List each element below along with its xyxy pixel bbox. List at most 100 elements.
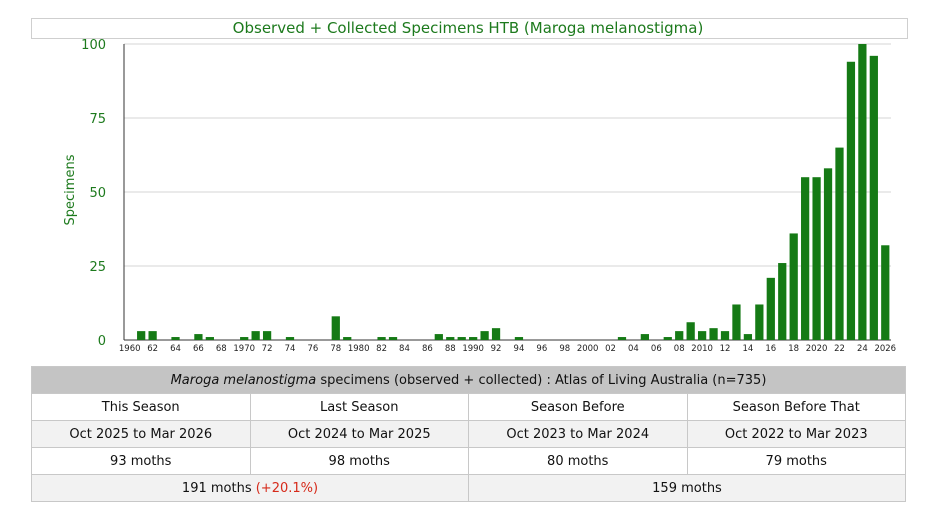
bar [732, 304, 741, 340]
season-label: Season Before That [686, 393, 906, 421]
x-tick-label: 74 [285, 344, 296, 354]
x-tick-label: 94 [514, 344, 525, 354]
bar [720, 331, 730, 340]
x-tick-label: 66 [193, 344, 204, 354]
x-tick-label: 04 [628, 344, 639, 354]
x-tick-label: 62 [147, 344, 158, 354]
bar [709, 328, 718, 340]
bar [755, 304, 764, 340]
x-tick-label: 84 [399, 344, 410, 354]
x-tick-label: 98 [559, 344, 570, 354]
bar [846, 61, 856, 340]
y-tick-label: 0 [98, 334, 106, 349]
x-tick-label: 82 [376, 344, 387, 354]
season-count: 80 moths [468, 447, 688, 475]
bar [285, 337, 295, 340]
bar [686, 322, 695, 340]
season-range: Oct 2023 to Mar 2024 [468, 420, 688, 448]
x-tick-label: 16 [765, 344, 776, 354]
x-tick-label: 06 [651, 344, 662, 354]
x-tick-label: 2026 [874, 344, 896, 354]
bar [194, 334, 203, 340]
x-tick-label: 64 [170, 344, 181, 354]
bar [388, 337, 398, 340]
prior-total: 159 moths [468, 474, 906, 502]
x-tick-label: 12 [720, 344, 731, 354]
bar [171, 337, 180, 340]
bar [377, 337, 386, 340]
y-tick-label: 100 [81, 38, 106, 53]
x-tick-label: 18 [788, 344, 799, 354]
season-label-row: This Season Last Season Season Before Se… [31, 393, 906, 421]
summary-header-text: specimens (observed + collected) : Atlas… [316, 372, 767, 388]
season-summary-table: Maroga melanostigma specimens (observed … [31, 366, 906, 502]
x-tick-label: 92 [491, 344, 502, 354]
bar [640, 334, 649, 340]
season-count: 98 moths [249, 447, 469, 475]
bar [480, 331, 489, 340]
bar [663, 337, 672, 340]
bar [778, 263, 787, 340]
season-count: 93 moths [31, 447, 251, 475]
x-tick-label: 1980 [348, 344, 370, 354]
x-tick-label: 1960 [119, 344, 141, 354]
season-count-row: 93 moths 98 moths 80 moths 79 moths [31, 447, 906, 475]
recent-total-count: 191 moths [181, 480, 252, 496]
bar [491, 328, 501, 340]
x-tick-label: 2000 [577, 344, 599, 354]
x-tick-label: 96 [536, 344, 547, 354]
bar [148, 331, 157, 340]
chart-title: Observed + Collected Specimens HTB (Maro… [232, 19, 704, 37]
bar [343, 337, 352, 340]
y-tick-label: 50 [89, 186, 106, 201]
bar [434, 334, 443, 340]
bar [812, 177, 821, 340]
season-count: 79 moths [686, 447, 906, 475]
bar [743, 334, 753, 340]
x-tick-label: 1970 [233, 344, 255, 354]
bar [469, 337, 478, 340]
bar [789, 233, 798, 340]
x-tick-label: 72 [262, 344, 273, 354]
season-label: Last Season [249, 393, 469, 421]
bar [675, 331, 684, 340]
season-range: Oct 2024 to Mar 2025 [249, 420, 469, 448]
x-tick-label: 88 [445, 344, 456, 354]
x-tick-label: 02 [605, 344, 616, 354]
x-tick-label: 86 [422, 344, 433, 354]
bar [697, 331, 707, 340]
bar [869, 55, 878, 341]
bar [331, 316, 340, 340]
x-tick-label: 22 [834, 344, 845, 354]
summary-header-row: Maroga melanostigma specimens (observed … [31, 366, 906, 394]
season-range: Oct 2022 to Mar 2023 [686, 420, 906, 448]
bar [766, 277, 775, 340]
summary-species-name: Maroga melanostigma [170, 372, 317, 388]
bar [446, 337, 455, 340]
x-tick-label: 78 [330, 344, 341, 354]
x-tick-label: 68 [216, 344, 227, 354]
bar [801, 177, 810, 340]
recent-total: 191 moths (+20.1%) [31, 474, 469, 502]
x-tick-label: 76 [307, 344, 318, 354]
bar [823, 168, 833, 340]
season-label: This Season [31, 393, 251, 421]
bar [835, 147, 844, 340]
x-tick-label: 24 [857, 344, 868, 354]
bar [858, 44, 867, 340]
x-tick-label: 2010 [691, 344, 713, 354]
chart-title-box [31, 18, 908, 39]
season-label: Season Before [468, 393, 688, 421]
bar [617, 337, 627, 340]
bar [251, 331, 260, 340]
x-tick-label: 08 [674, 344, 685, 354]
bar [240, 337, 249, 340]
y-tick-label: 25 [89, 260, 106, 275]
y-tick-label: 75 [89, 112, 106, 127]
bar [514, 337, 524, 340]
bar [137, 331, 146, 340]
season-range: Oct 2025 to Mar 2026 [31, 420, 251, 448]
season-range-row: Oct 2025 to Mar 2026 Oct 2024 to Mar 202… [31, 420, 906, 448]
totals-row: 191 moths (+20.1%) 159 moths [31, 474, 906, 502]
specimens-bar-chart: 0 25 50 75 100 Specimens 1960 62 64 66 68 1970 72 74 7… [63, 38, 896, 354]
